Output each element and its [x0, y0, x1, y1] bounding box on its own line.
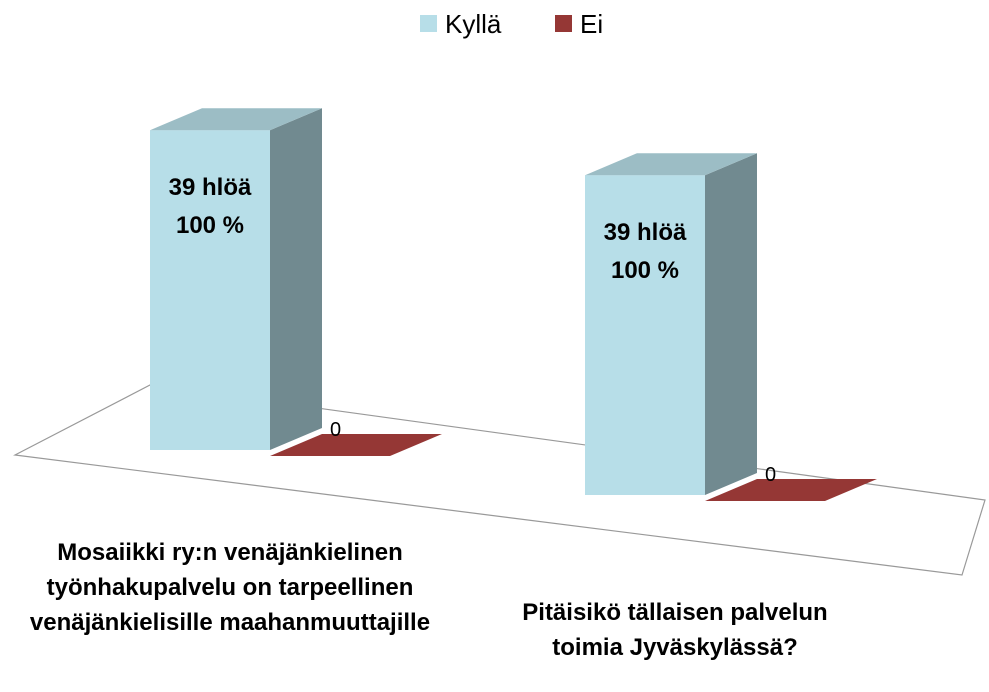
bar — [585, 153, 757, 495]
bar-top — [705, 479, 877, 501]
legend-swatch — [420, 15, 437, 32]
bar — [150, 108, 322, 450]
bar-side — [705, 153, 757, 495]
bar-top — [150, 108, 322, 131]
legend-label: Ei — [580, 9, 603, 39]
value-label: 0 — [765, 464, 776, 486]
bar-front — [585, 175, 705, 495]
bar — [270, 434, 442, 456]
legend-label: Kyllä — [445, 9, 502, 39]
bar-front — [150, 130, 270, 450]
bar-side — [270, 108, 322, 450]
bar — [705, 479, 877, 501]
bar-top — [270, 434, 442, 456]
value-label: 39 hlöä 100 % — [169, 174, 252, 239]
category-label: Mosaiikki ry:n venäjänkielinen työnhakup… — [29, 539, 431, 636]
legend-swatch — [555, 15, 572, 32]
category-label: Pitäisikö tällaisen palvelun toimia Jyvä… — [522, 599, 828, 661]
value-label: 0 — [330, 419, 341, 441]
value-label: 39 hlöä 100 % — [604, 219, 687, 284]
bar-top — [585, 153, 757, 176]
